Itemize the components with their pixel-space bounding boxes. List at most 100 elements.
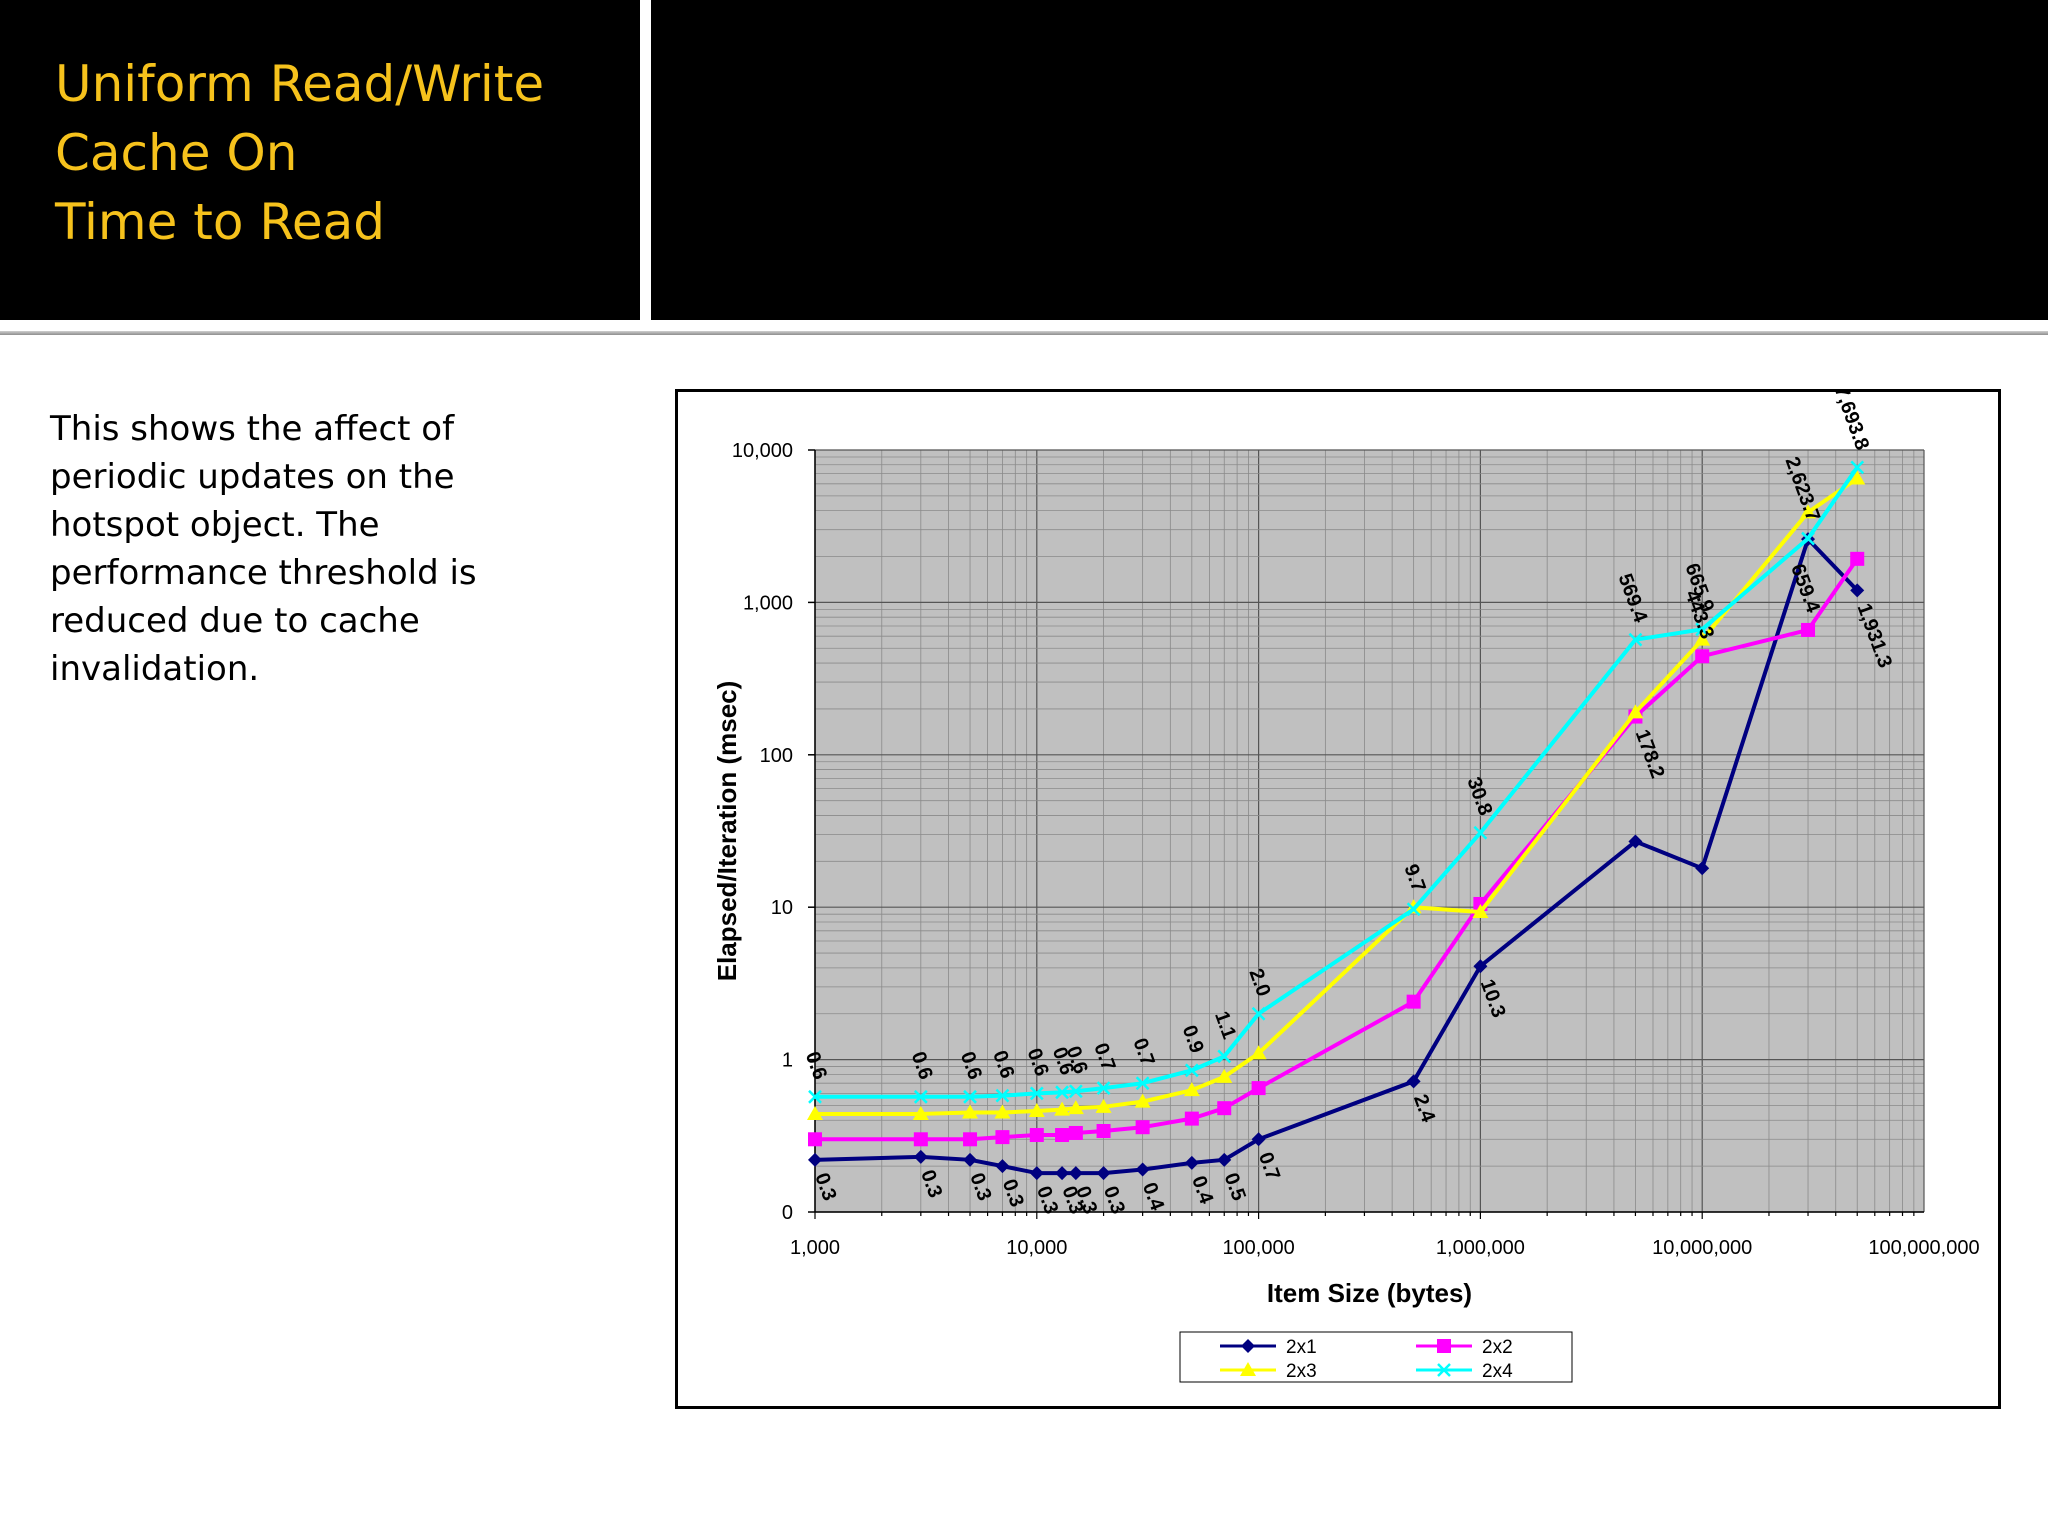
series-2x3	[807, 470, 1866, 1120]
slide-title: Uniform Read/Write Cache On Time to Read	[55, 50, 544, 257]
marker-diamond	[913, 1149, 928, 1164]
marker-diamond	[1068, 1166, 1083, 1181]
marker-x	[1068, 1084, 1083, 1099]
marker-x-stroke	[995, 1088, 1010, 1103]
marker-diamond	[963, 1152, 978, 1167]
marker-triangle	[807, 1105, 823, 1120]
marker-x-stroke	[1695, 622, 1710, 637]
marker-x	[1184, 1063, 1199, 1078]
marker-triangle	[1472, 904, 1489, 919]
marker-diamond	[808, 1152, 822, 1167]
marker-diamond	[1055, 1166, 1070, 1181]
legend-box	[1179, 1331, 1573, 1383]
marker-diamond	[995, 1159, 1010, 1174]
marker-x	[1251, 1006, 1266, 1021]
gridlines	[814, 449, 1925, 1213]
marker-square	[808, 1132, 822, 1147]
marker-square	[1055, 1128, 1070, 1143]
marker-x-stroke	[1251, 1006, 1266, 1021]
x-tick-label: 10,000,000	[1652, 1237, 1752, 1259]
marker-square	[963, 1132, 978, 1147]
title-bar: Uniform Read/Write Cache On Time to Read	[0, 0, 640, 320]
marker-x	[1135, 1076, 1150, 1091]
marker-x	[808, 1089, 822, 1104]
legend-label: 2x3	[1286, 1361, 1317, 1382]
marker-x-stroke	[1473, 825, 1488, 840]
series-line	[815, 476, 1859, 1116]
marker-diamond	[1473, 959, 1488, 974]
y-tick-label: 1	[782, 1050, 793, 1072]
marker-square	[1135, 1120, 1150, 1135]
marker-square	[1251, 1081, 1266, 1096]
x-tick-label: 10,000	[1006, 1237, 1067, 1259]
marker-diamond	[1217, 1152, 1232, 1167]
marker-square	[1096, 1124, 1111, 1139]
marker-diamond	[1628, 834, 1643, 849]
legend-label: 2x1	[1286, 1337, 1317, 1358]
x-tick-label: 1,000	[790, 1237, 840, 1259]
marker-x-stroke	[1850, 460, 1865, 475]
legend: 2x1 2x2 2x3 2x4	[1179, 1331, 1573, 1383]
legend-item-2x1: 2x1	[1220, 1337, 1317, 1358]
marker-x-stroke	[1628, 632, 1643, 647]
slide-body-text: This shows the affect of periodic update…	[50, 409, 477, 689]
y-tick-label: 100	[760, 745, 793, 767]
marker-square	[1068, 1125, 1083, 1140]
legend-label: 2x4	[1482, 1361, 1513, 1382]
x-axis-title: Item Size (bytes)	[1267, 1278, 1472, 1308]
marker-triangle	[1250, 1045, 1267, 1060]
marker-x-stroke	[1068, 1084, 1083, 1099]
legend-label: 2x2	[1482, 1337, 1513, 1358]
marker-square	[1217, 1101, 1232, 1116]
x-tick-label: 100,000,000	[1868, 1237, 1979, 1259]
marker-square	[1437, 1339, 1451, 1353]
marker-x-stroke	[1801, 531, 1815, 546]
y-tick-label: 10	[771, 897, 793, 919]
legend-item-2x4: 2x4	[1416, 1361, 1513, 1382]
marker-square	[995, 1130, 1010, 1145]
marker-diamond	[1406, 1074, 1421, 1089]
marker-triangle	[1028, 1102, 1045, 1117]
y-tick-label: 10,000	[732, 440, 793, 462]
marker-triangle	[1067, 1100, 1084, 1115]
marker-x	[1055, 1085, 1069, 1100]
series-group	[807, 460, 1866, 1181]
series-2x4	[808, 460, 1865, 1104]
marker-x	[1850, 460, 1865, 475]
marker-triangle	[1694, 631, 1711, 646]
title-line-2: Cache On	[55, 124, 298, 182]
plot-area	[815, 450, 1924, 1212]
title-line-3: Time to Read	[55, 193, 385, 251]
marker-x-stroke	[913, 1089, 928, 1104]
marker-x-stroke	[1135, 1076, 1150, 1091]
x-tick-label: 1,000,000	[1436, 1237, 1525, 1259]
marker-x	[1437, 1363, 1451, 1377]
marker-square	[913, 1132, 928, 1147]
marker-triangle	[1800, 504, 1817, 519]
marker-diamond	[1096, 1166, 1111, 1181]
legend-item-2x3: 2x3	[1220, 1361, 1317, 1382]
axes	[808, 449, 1924, 1219]
marker-x	[1029, 1086, 1044, 1101]
marker-triangle	[1095, 1098, 1112, 1113]
marker-triangle	[962, 1104, 979, 1119]
marker-triangle	[912, 1105, 929, 1120]
marker-triangle	[1216, 1068, 1233, 1083]
marker-triangle	[994, 1104, 1011, 1119]
marker-diamond	[1850, 583, 1865, 598]
marker-square	[1850, 551, 1865, 566]
marker-triangle	[1134, 1093, 1151, 1108]
title-line-1: Uniform Read/Write	[55, 55, 545, 113]
y-tick-label: 0	[782, 1202, 793, 1224]
marker-diamond	[1135, 1162, 1150, 1177]
marker-x	[1406, 902, 1421, 917]
marker-x-stroke	[1184, 1063, 1199, 1078]
marker-x-stroke	[1437, 1363, 1451, 1377]
data-label: 7,693.8	[1830, 392, 1873, 453]
marker-triangle	[1240, 1362, 1256, 1376]
marker-x	[1473, 825, 1488, 840]
marker-diamond	[1029, 1166, 1044, 1181]
marker-square	[1801, 622, 1816, 637]
marker-x-stroke	[1096, 1081, 1111, 1095]
marker-x-stroke	[1406, 902, 1421, 917]
